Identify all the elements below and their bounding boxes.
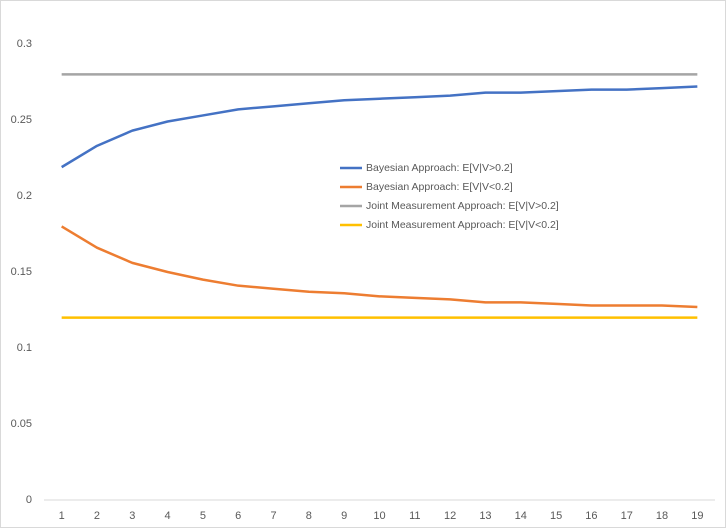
x-tick-label: 7 <box>270 510 276 522</box>
y-tick-label: 0.2 <box>17 190 32 202</box>
x-tick-label: 6 <box>235 510 241 522</box>
x-tick-label: 3 <box>129 510 135 522</box>
legend-label: Bayesian Approach: E[V|V>0.2] <box>366 162 513 174</box>
y-tick-label: 0.25 <box>11 114 32 126</box>
x-tick-label: 15 <box>550 510 562 522</box>
x-tick-label: 5 <box>200 510 206 522</box>
line-series <box>61 225 698 309</box>
y-tick-label: 0.05 <box>11 418 32 430</box>
x-tick-label: 13 <box>479 510 491 522</box>
y-tick-label: 0 <box>26 494 32 506</box>
x-tick-label: 17 <box>621 510 633 522</box>
x-tick-label: 1 <box>59 510 65 522</box>
legend-label: Joint Measurement Approach: E[V|V<0.2] <box>366 219 559 231</box>
x-tick-label: 8 <box>306 510 312 522</box>
y-tick-label: 0.1 <box>17 342 32 354</box>
legend-label: Joint Measurement Approach: E[V|V>0.2] <box>366 200 559 212</box>
y-tick-label: 0.15 <box>11 266 32 278</box>
x-tick-label: 12 <box>444 510 456 522</box>
x-tick-label: 18 <box>656 510 668 522</box>
x-tick-label: 2 <box>94 510 100 522</box>
x-tick-label: 11 <box>409 510 420 522</box>
x-tick-label: 19 <box>691 510 703 522</box>
x-tick-label: 14 <box>515 510 527 522</box>
line-series <box>61 85 698 169</box>
legend-label: Bayesian Approach: E[V|V<0.2] <box>366 181 513 193</box>
y-tick-label: 0.3 <box>17 38 32 50</box>
x-tick-label: 9 <box>341 510 347 522</box>
x-tick-label: 10 <box>373 510 385 522</box>
x-tick-label: 4 <box>165 510 171 522</box>
x-tick-label: 16 <box>585 510 597 522</box>
